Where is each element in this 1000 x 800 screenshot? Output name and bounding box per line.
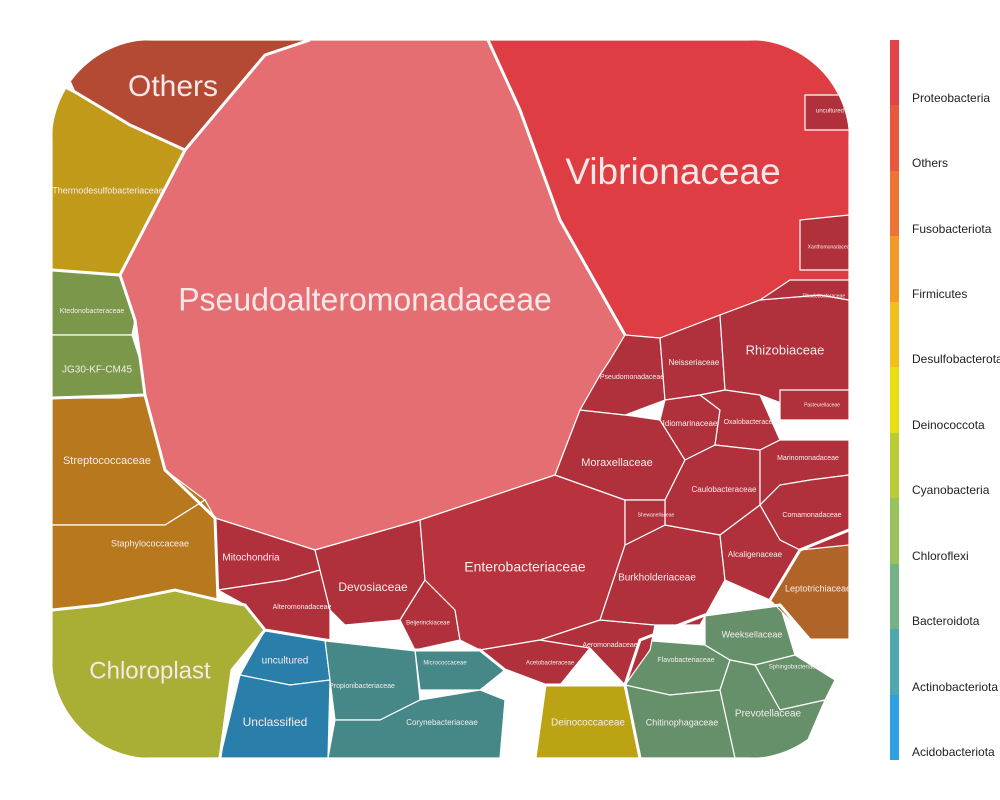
label-comamonadaceae-37: Comamonadaceae: [782, 512, 841, 519]
legend-label-deinococcota: Deinococcota: [912, 417, 985, 432]
phylum-border-6: [768, 528, 849, 601]
phylum-border-7: [533, 684, 547, 758]
cell-rhodobacteraceae-40: [759, 279, 849, 301]
cell-uncultured-42: [804, 94, 849, 131]
legend-swatch-desulfobacterota: [890, 301, 899, 368]
label-flavobacteriaceae-15: Flavobacteriaceae: [657, 657, 714, 664]
legend-label-cyanobacteria: Cyanobacteria: [912, 483, 990, 498]
legend-label-actinobacteriota: Actinobacteriota: [912, 679, 999, 694]
label-shewanellaceae-39: Shewanellaceae: [638, 512, 675, 518]
label-sphingobacteriaceae-17: Sphingobacteriaceae: [769, 665, 826, 671]
treemap-cells: [52, 40, 849, 758]
label-pasteurellaceae-43: Pasteurellaceae: [804, 402, 840, 408]
label-vibrionaceae-1: Vibrionaceae: [565, 151, 780, 192]
label-propionibacteriaceae-11: Propionibacteriaceae: [329, 683, 395, 690]
label-jg30-kf-cm45-5: JG30-KF-CM45: [62, 365, 132, 376]
label-others-2: Others: [128, 70, 218, 103]
phylum-border-8: [623, 684, 642, 758]
label-rhodobacteraceae-40: Rhodobacteraceae: [803, 293, 845, 299]
phylum-border-5: [264, 603, 849, 687]
label-idiomarinaceae-33: Idiomarinaceae: [663, 419, 718, 428]
label-pseudomonadaceae-30: Pseudomonadaceae: [600, 374, 664, 381]
legend-label-proteobacteria: Proteobacteria: [912, 90, 991, 105]
legend-swatch-actinobacteriota: [890, 629, 899, 696]
legend-swatch-chloroflexi: [890, 498, 899, 565]
legend-label-bacteroidota: Bacteroidota: [912, 614, 980, 629]
phylum-border-9: [486, 40, 627, 336]
label-staphylococcaceae-7: Staphylococcaceae: [111, 538, 189, 548]
legend-label-fusobacteriota: Fusobacteriota: [912, 221, 992, 236]
label-beijerinckiaceae-24: Beijerinckiaceae: [406, 621, 450, 627]
label-pseudoalteromonadaceae-0: Pseudoalteromonadaceae: [178, 281, 552, 317]
label-oxalobacteraceae-34: Oxalobacteraceae: [724, 419, 781, 426]
phylum-border-0: [52, 40, 311, 152]
label-unclassified-10: Unclassified: [243, 715, 308, 729]
legend-swatch-proteobacteria: [890, 40, 899, 106]
label-chitinophagaceae-18: Chitinophagaceae: [646, 717, 719, 727]
legend-swatch-acidobacteriota: [890, 694, 899, 761]
label-ktedonobacteraceae-4: Ktedonobacteraceae: [60, 308, 125, 315]
legend-swatch-firmicutes: [890, 236, 899, 303]
legend: Proteobacteria Others Fusobacteriota Firmic…: [890, 40, 1000, 761]
label-enterobacteriaceae-25: Enterobacteriaceae: [464, 559, 586, 575]
cell-xanthomonadaceae-41: [799, 214, 849, 271]
cell-pasteurellaceae-43: [779, 389, 849, 421]
label-xanthomonadaceae-41: Xanthomonadaceae: [808, 244, 853, 250]
label-burkholderiaceae-28: Burkholderiaceae: [618, 573, 696, 584]
label-marinomonadaceae-36: Marinomonadaceae: [777, 455, 839, 462]
legend-swatch-cyanobacteria: [890, 432, 899, 499]
legend-label-acidobacteriota: Acidobacteriota: [912, 745, 995, 760]
label-aeromonadaceae-27: Aeromonadaceae: [582, 642, 637, 649]
label-weeksellaceae-16: Weeksellaceae: [722, 629, 783, 639]
voronoi-treemap: Pseudoalteromonadaceae Vibrionaceae Others…: [52, 40, 853, 758]
cell-shewanellaceae-39: [624, 499, 666, 546]
label-uncultured-9: uncultured: [262, 656, 309, 667]
label-devosiaceae-23: Devosiaceae: [338, 580, 408, 594]
label-corynebacteriaceae-13: Corynebacteriaceae: [406, 718, 478, 727]
cell-corynebacteriaceae-13: [327, 689, 506, 758]
label-uncultured-42: uncultured: [816, 109, 844, 115]
label-acetobacteraceae-26: Acetobacteraceae: [526, 661, 575, 667]
phylum-border-2: [52, 274, 147, 400]
legend-label-desulfobacterota: Desulfobacterota: [912, 352, 1000, 367]
label-moraxellaceae-29: Moraxellaceae: [581, 457, 653, 469]
legend-label-firmicutes: Firmicutes: [912, 286, 968, 301]
label-chloroplast-8: Chloroplast: [89, 657, 211, 684]
label-thermodesulfobacteriaceae-3: Thermodesulfobacteriaceae: [52, 185, 164, 195]
legend-label-others: Others: [912, 156, 949, 171]
label-deinococcaceae-14: Deinococcaceae: [551, 718, 625, 729]
legend-swatch-bacteroidota: [890, 563, 899, 630]
legend-swatch-fusobacteriota: [890, 170, 899, 237]
treemap-labels: Pseudoalteromonadaceae Vibrionaceae Others…: [52, 70, 852, 729]
legend-label-chloroflexi: Chloroflexi: [912, 548, 969, 563]
cell-prevotellaceae-19: [719, 659, 827, 758]
label-alteromonadaceae-22: Alteromonadaceae: [273, 604, 332, 611]
label-leptotrichiaceae-20: Leptotrichiaceae: [785, 583, 851, 593]
label-neisseriaceae-31: Neisseriaceae: [669, 358, 720, 367]
label-caulobacteraceae-35: Caulobacteraceae: [692, 485, 757, 494]
legend-swatch-others: [890, 105, 899, 172]
cell-pseudomonadaceae-30: [579, 334, 666, 416]
label-alcaligenaceae-38: Alcaligenaceae: [728, 550, 783, 559]
label-mitochondria-21: Mitochondria: [222, 553, 280, 564]
label-prevotellaceae-19: Prevotellaceae: [735, 709, 802, 720]
label-rhizobiaceae-32: Rhizobiaceae: [746, 342, 825, 357]
label-streptococcaceae-6: Streptococcaceae: [63, 455, 151, 467]
label-micrococcaceae-12: Micrococcaceae: [423, 661, 467, 667]
legend-swatch-deinococcota: [890, 367, 899, 434]
